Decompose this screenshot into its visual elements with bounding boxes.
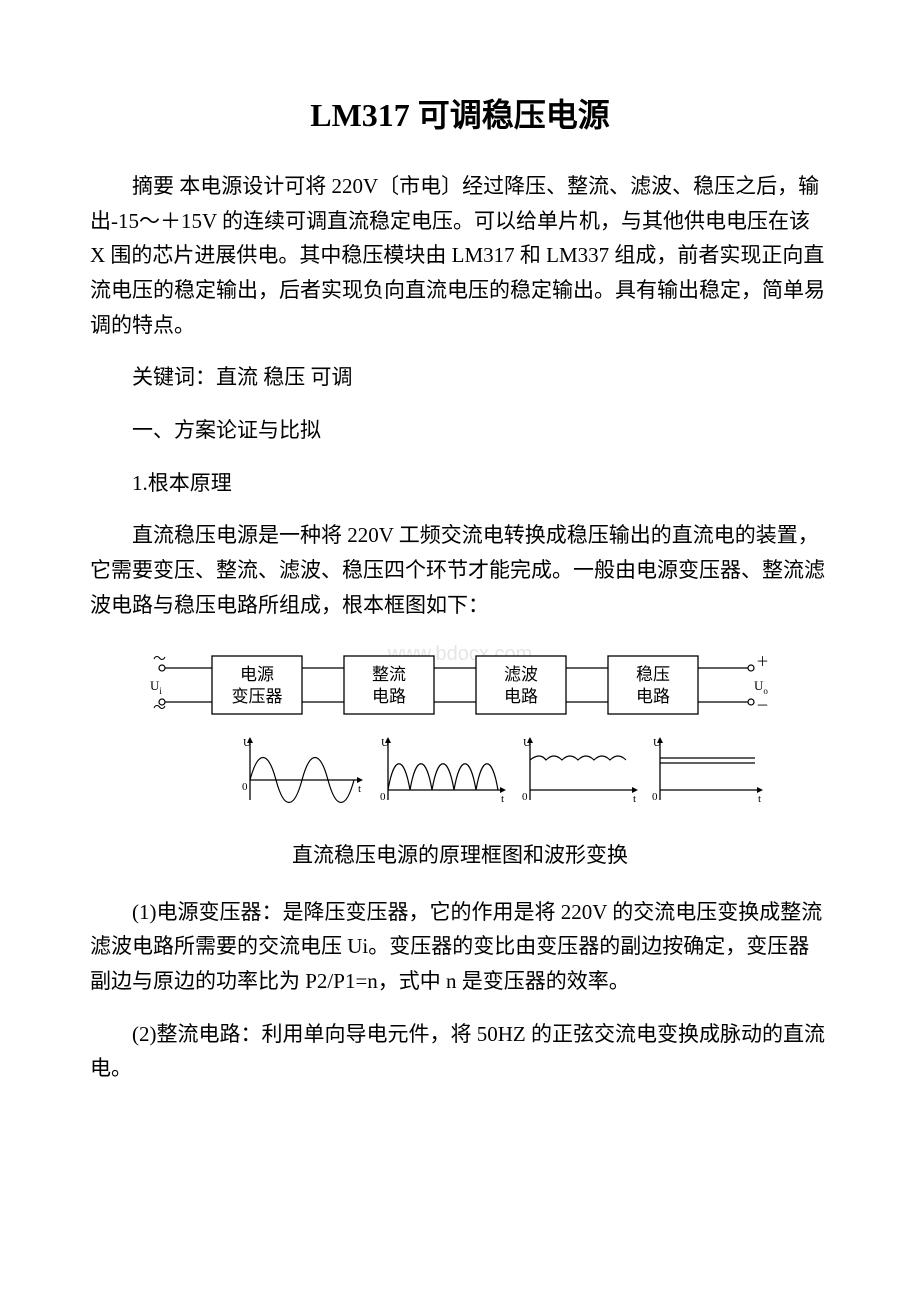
block-2-line2: 电路 (372, 687, 406, 706)
wave2-x: t (501, 793, 504, 805)
wave3-x: t (633, 793, 636, 805)
svg-text:－: － (756, 698, 769, 713)
output-u-sub: o (763, 686, 768, 696)
wave1-y: U (243, 737, 251, 749)
block-diagram-figure: www.bdocx.com ～ Ui ～ 电源 变压器 整流 电路 (90, 640, 830, 825)
wave4-o: 0 (652, 791, 658, 803)
block-4-line1: 稳压 (636, 665, 670, 684)
wave1-o: 0 (242, 781, 248, 793)
block-diagram-svg: www.bdocx.com ～ Ui ～ 电源 变压器 整流 电路 (150, 640, 770, 825)
block-2-line1: 整流 (372, 665, 406, 684)
wave2-y: U (381, 737, 389, 749)
svg-text:Uo: Uo (754, 678, 768, 696)
wave3-y: U (523, 737, 531, 749)
block-1-line2: 变压器 (232, 687, 283, 706)
wave4-y: U (653, 737, 661, 749)
block-4-line2: 电路 (636, 687, 670, 706)
svg-text:Ui: Ui (150, 678, 162, 696)
wave3-o: 0 (522, 791, 528, 803)
input-tilde-top: ～ (153, 651, 166, 666)
block-3-line1: 滤波 (504, 665, 538, 684)
section-heading-1: 一、方案论证与比拟 (90, 413, 830, 448)
wave1-x: t (358, 783, 361, 795)
wave4-x: t (758, 793, 761, 805)
output-plus: ＋ (756, 654, 769, 669)
abstract-paragraph: 摘要 本电源设计可将 220V〔市电〕经过降压、整流、滤波、稳压之后，输出-15… (90, 169, 830, 342)
page-title: LM317 可调稳压电源 (90, 90, 830, 141)
item-2-paragraph: (2)整流电路：利用单向导电元件，将 50HZ 的正弦交流电变换成脉动的直流电。 (90, 1017, 830, 1086)
item-1-paragraph: (1)电源变压器：是降压变压器，它的作用是将 220V 的交流电压变换成整流滤波… (90, 895, 830, 999)
input-u-sub: i (159, 686, 162, 696)
keywords-line: 关键词：直流 稳压 可调 (90, 360, 830, 395)
principle-paragraph: 直流稳压电源是一种将 220V 工频交流电转换成稳压输出的直流电的装置，它需要变… (90, 518, 830, 622)
block-3-line2: 电路 (504, 687, 538, 706)
wave2-o: 0 (380, 791, 386, 803)
subheading-1: 1.根本原理 (90, 466, 830, 501)
input-tilde-bot: ～ (153, 700, 166, 715)
block-1-line1: 电源 (240, 665, 274, 684)
figure-caption: 直流稳压电源的原理框图和波形变换 (90, 839, 830, 873)
